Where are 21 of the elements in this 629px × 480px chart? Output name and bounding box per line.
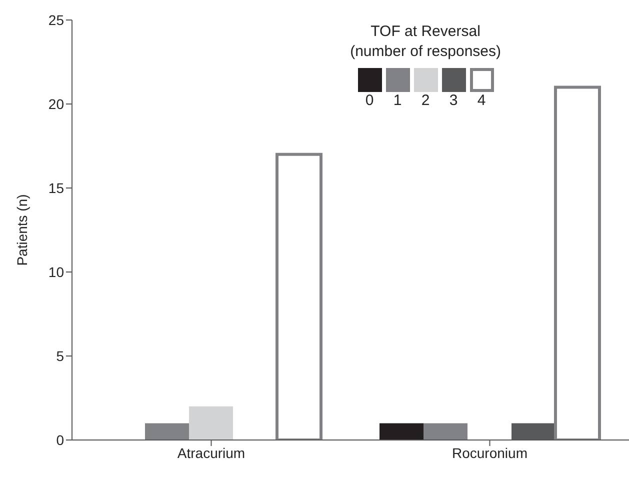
legend-label: 2 [421,92,430,110]
bar [276,152,322,440]
y-tick-label: 0 [56,432,64,448]
legend-label: 3 [449,92,458,110]
bar [380,423,424,440]
bar [189,406,233,440]
y-axis-title: Patients (n) [14,194,30,266]
y-tick-label: 10 [48,264,64,280]
y-tick-label: 20 [48,96,64,112]
bar [145,423,189,440]
legend-label: 4 [477,92,486,110]
y-tick-label: 25 [48,12,64,28]
bar [424,423,468,440]
legend-title: TOF at Reversal (number of responses) [350,22,501,62]
legend-label: 1 [393,92,402,110]
bar [554,86,601,440]
x-tick-label: Atracurium [177,444,246,461]
legend-label: 0 [365,92,374,110]
y-tick-label: 5 [56,348,64,364]
y-tick-label: 15 [48,180,64,196]
x-tick-label: Rocuronium [452,444,528,461]
